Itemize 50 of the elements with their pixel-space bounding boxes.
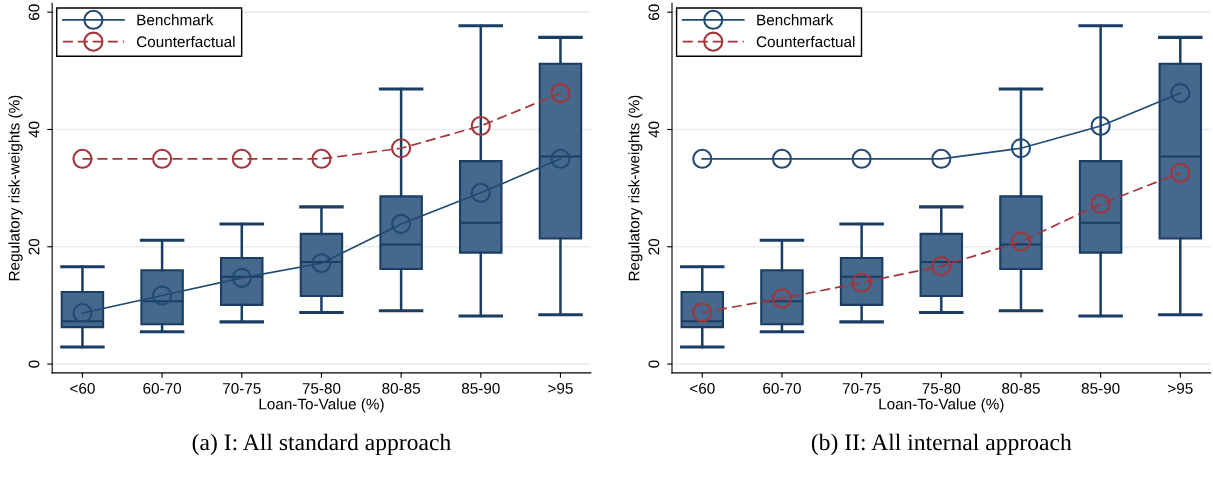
x-tick-label: <60 (70, 383, 95, 394)
x-tick-label: 80-85 (382, 383, 421, 394)
x-tick-label: 70-75 (223, 383, 261, 394)
x-axis-title: Loan-To-Value (%) (879, 398, 1004, 413)
text: (a) I: All standard approach (192, 433, 451, 456)
legend-label: Counterfactual (756, 35, 855, 48)
x-tick-label: 80-85 (1002, 383, 1040, 394)
legend-label: Benchmark (757, 14, 834, 26)
point (771, 148, 793, 169)
y-tick-label: 60 (28, 4, 40, 20)
y-tick-label: 20 (648, 238, 660, 255)
point (1010, 138, 1032, 159)
x-tick-label: 60-70 (143, 383, 182, 394)
y-tick-label: 20 (28, 238, 40, 255)
x-tick-label: 75-80 (922, 383, 961, 394)
point (1170, 83, 1191, 104)
x-tick-label: 75-80 (302, 383, 341, 394)
point (470, 182, 491, 203)
x-tick-label: <60 (690, 383, 715, 394)
text: (b) II: All internal approach (811, 433, 1072, 456)
y-axis-title: Regulatory risk-weights (%) (8, 95, 23, 281)
point (470, 115, 491, 137)
y-tick-label: 0 (28, 360, 40, 368)
legend-label: Benchmark (137, 14, 214, 26)
point (1090, 193, 1111, 215)
point (692, 148, 713, 169)
point (851, 148, 872, 169)
legend-label: Counterfactual (136, 35, 235, 48)
point (231, 148, 252, 169)
point (311, 148, 332, 169)
x-tick-label: >95 (1168, 383, 1193, 394)
y-tick-label: 40 (28, 121, 40, 138)
point (931, 148, 952, 169)
x-tick-label: 85-90 (1081, 383, 1120, 394)
x-tick-label: 60-70 (763, 383, 801, 394)
x-tick-label: 70-75 (842, 383, 881, 394)
y-axis-title: Regulatory risk-weights (%) (628, 95, 643, 281)
x-tick-label: >95 (548, 383, 573, 394)
point (550, 83, 571, 104)
point (550, 148, 571, 169)
point (1170, 162, 1191, 183)
point (1090, 115, 1111, 137)
x-tick-label: 85-90 (461, 383, 500, 394)
point (72, 148, 93, 169)
y-tick-label: 0 (648, 360, 660, 368)
point (152, 148, 173, 169)
y-tick-label: 60 (648, 4, 660, 20)
y-tick-label: 40 (648, 121, 660, 138)
x-axis-title: Loan-To-Value (%) (259, 398, 384, 413)
point (391, 138, 412, 159)
